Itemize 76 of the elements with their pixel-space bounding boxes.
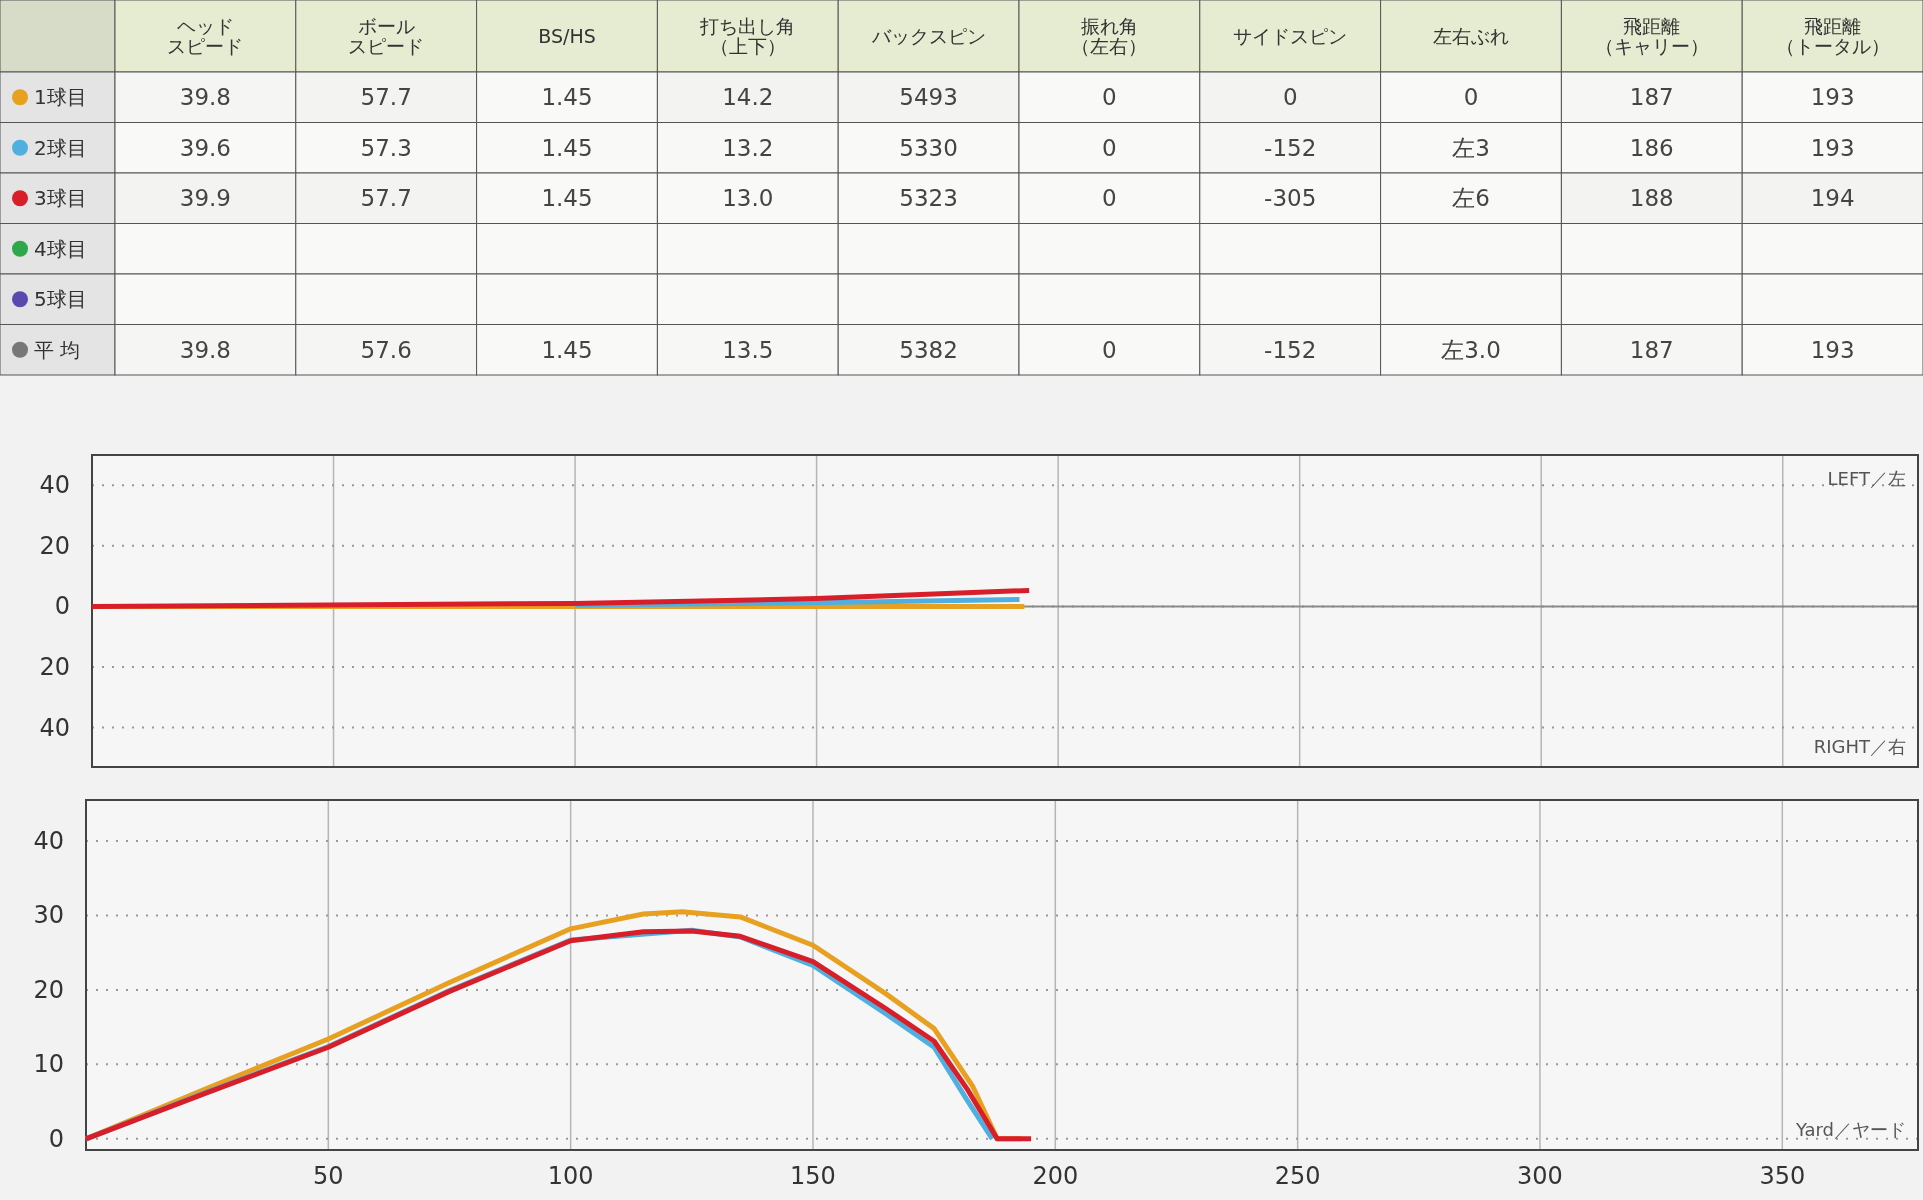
data-label: -305 (1264, 185, 1317, 212)
data-label: -152 (1264, 134, 1317, 161)
y-tick-label: 10 (33, 1050, 64, 1079)
data-label: 57.6 (360, 336, 412, 363)
x-tick-label: 250 (1274, 1162, 1321, 1190)
y-tick-label: 4球目 (34, 236, 87, 261)
data-label: 5330 (899, 134, 958, 161)
y-tick-label: 3球目 (34, 186, 87, 211)
x-tick-label: ヘッドスピード (167, 14, 244, 58)
data-label: 13.2 (722, 134, 774, 161)
x-tick-label: 振れ角（左右） (1071, 14, 1148, 58)
y-tick-label: 40 (39, 713, 70, 742)
y-tick-label: 平 均 (34, 337, 81, 362)
data-label: 0 (1282, 84, 1298, 111)
data-label: 1.45 (541, 185, 593, 212)
data-label: 193 (1810, 134, 1855, 161)
x-tick-label: 200 (1032, 1162, 1079, 1190)
x-tick-label: 350 (1759, 1162, 1806, 1190)
x-axis-title: Yard／ヤード (1794, 1119, 1906, 1140)
text: 左3.0 (1441, 336, 1501, 363)
x-tick-label: サイドスピン (1233, 25, 1348, 47)
data-label: 1.45 (541, 84, 593, 111)
y-tick-label: 30 (33, 901, 64, 930)
data-label: 188 (1629, 185, 1674, 212)
data-label: 14.2 (722, 84, 774, 111)
annotation: LEFT／左 (1827, 468, 1906, 489)
data-label: 0 (1102, 84, 1117, 111)
data-label: 1.45 (541, 336, 593, 363)
x-tick-label: 50 (313, 1162, 344, 1190)
text: 左6 (1452, 185, 1490, 212)
data-label: 187 (1629, 336, 1674, 363)
data-label: 0 (1463, 84, 1479, 111)
data-label: 39.8 (179, 84, 232, 111)
y-tick-label: 40 (33, 826, 64, 855)
data-label: 0 (1102, 134, 1117, 161)
x-tick-label: 飛距離（トータル） (1775, 14, 1890, 58)
data-label: 13.5 (722, 336, 774, 363)
data-label: 193 (1810, 336, 1855, 363)
x-tick-label: 150 (790, 1162, 836, 1190)
y-tick-label: 20 (39, 531, 70, 560)
data-label: 186 (1629, 134, 1674, 161)
annotation: RIGHT／右 (1813, 736, 1906, 757)
data-label: 57.3 (360, 134, 412, 161)
data-label: 39.9 (179, 185, 232, 212)
data-label: 194 (1810, 185, 1855, 212)
data-label: 5323 (899, 185, 958, 212)
data-label: 13.0 (722, 185, 774, 212)
data-label: 187 (1629, 84, 1674, 111)
text: 左3 (1452, 134, 1490, 161)
x-tick-label: ボールスピード (348, 14, 425, 58)
y-tick-label: 0 (54, 592, 70, 621)
y-tick-label: 20 (33, 975, 64, 1004)
y-tick-label: 20 (39, 653, 70, 682)
x-tick-label: BS/HS (538, 25, 596, 47)
data-label: 57.7 (360, 84, 412, 111)
data-label: 39.6 (179, 134, 232, 161)
x-tick-label: 飛距離（キャリー） (1594, 14, 1709, 58)
y-tick-label: 1球目 (34, 85, 87, 110)
data-label: 0 (1102, 336, 1117, 363)
data-label: 39.8 (179, 336, 232, 363)
data-label: 57.7 (360, 185, 412, 212)
y-tick-label: 5球目 (34, 287, 87, 312)
data-label: 5382 (899, 336, 958, 363)
data-label: 193 (1810, 84, 1855, 111)
y-tick-label: 40 (39, 471, 70, 500)
y-tick-label: 0 (48, 1124, 64, 1153)
x-tick-label: 100 (547, 1162, 594, 1190)
data-label: 1.45 (541, 134, 593, 161)
x-tick-label: 左右ぶれ (1433, 25, 1509, 47)
data-label: 0 (1102, 185, 1117, 212)
data-label: 5493 (899, 84, 958, 111)
x-tick-label: バックスピン (870, 25, 986, 47)
data-label: -152 (1264, 336, 1317, 363)
y-tick-label: 2球目 (34, 135, 87, 160)
x-tick-label: 300 (1517, 1162, 1563, 1190)
x-tick-label: 打ち出し角（上下） (699, 14, 796, 58)
